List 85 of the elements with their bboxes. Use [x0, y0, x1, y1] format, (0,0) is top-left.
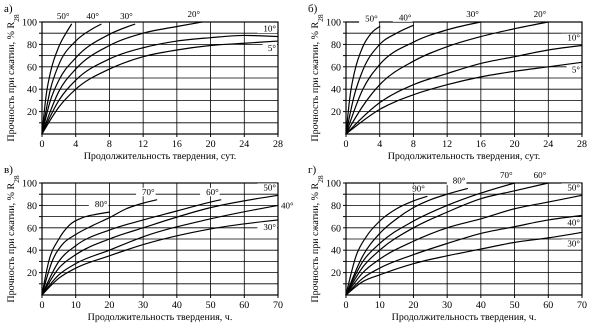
- x-tick-label: 70: [577, 300, 587, 311]
- y-tick-label: 80: [27, 200, 37, 212]
- x-tick-label: 40: [172, 300, 182, 311]
- y-tick-label: 40: [27, 84, 37, 96]
- series-label: 50°: [56, 11, 70, 22]
- x-tick-label: 28: [577, 139, 587, 150]
- y-tick-label: 20: [27, 268, 37, 280]
- x-tick-label: 0: [40, 300, 44, 311]
- y-tick-label: 60: [331, 223, 341, 234]
- x-tick-label: 8: [410, 139, 416, 150]
- series-label: 80°: [452, 176, 466, 186]
- y-tick-label: 40: [27, 246, 37, 257]
- chart-title: в): [4, 164, 14, 176]
- series-label: 30°: [567, 238, 580, 248]
- y-tick-label: 100: [22, 178, 37, 190]
- x-tick-label: 70: [273, 300, 283, 311]
- series-label: 70°: [500, 170, 513, 180]
- x-tick-label: 30: [138, 300, 148, 311]
- series-label: 80°: [94, 199, 108, 210]
- x-axis-title: Продолжительность твердения, ч.: [392, 312, 536, 323]
- y-tick-label: 80: [331, 40, 341, 51]
- y-tick-label: 20: [331, 268, 341, 280]
- x-tick-label: 24: [239, 139, 250, 150]
- x-tick-label: 16: [172, 139, 182, 150]
- y-tick-label: 100: [22, 18, 37, 28]
- x-tick-label: 60: [239, 300, 250, 311]
- chart-title: б): [308, 3, 318, 15]
- x-tick-label: 50: [206, 300, 216, 311]
- x-tick-label: 10: [374, 300, 385, 311]
- y-tick-label: 100: [326, 178, 341, 190]
- x-tick-label: 40: [476, 300, 486, 311]
- series-label: 40°: [567, 217, 580, 228]
- x-tick-label: 30: [442, 300, 452, 311]
- y-tick-label: 100: [326, 18, 341, 28]
- series-label: 30°: [263, 222, 276, 232]
- x-tick-label: 20: [104, 300, 114, 311]
- x-axis-title: Продолжительность твердения, ч.: [88, 312, 232, 323]
- y-tick-label: 60: [331, 62, 341, 74]
- series-label: 30°: [120, 11, 134, 22]
- x-tick-label: 4: [377, 139, 382, 150]
- series-label: 70°: [142, 186, 156, 197]
- x-axis-title: Продолжительность твердения, сут.: [388, 151, 540, 162]
- series-label: 10°: [567, 32, 580, 43]
- series-label: 60°: [534, 170, 547, 180]
- x-tick-label: 12: [138, 139, 148, 150]
- x-tick-label: 24: [543, 139, 554, 150]
- series-label: 50°: [567, 182, 580, 192]
- series-label: 5°: [572, 64, 580, 74]
- x-tick-label: 20: [408, 300, 418, 311]
- series-label: 90°: [412, 183, 426, 194]
- series-label: 40°: [281, 200, 294, 210]
- x-tick-label: 12: [442, 139, 452, 150]
- y-tick-label: 80: [331, 200, 341, 212]
- x-tick-label: 10: [70, 300, 81, 311]
- x-tick-label: 20: [206, 139, 216, 150]
- series-label: 30°: [466, 9, 480, 19]
- y-tick-label: 20: [27, 107, 37, 118]
- chart-title: а): [4, 3, 13, 15]
- series-label: 40°: [86, 11, 100, 22]
- series-label: 20°: [188, 9, 201, 19]
- y-tick-label: 80: [27, 40, 37, 51]
- series-label: 20°: [534, 9, 547, 19]
- chart-title: г): [308, 164, 317, 176]
- series-label: 60°: [206, 186, 220, 197]
- series-label: 50°: [365, 13, 378, 24]
- x-tick-label: 8: [106, 139, 112, 150]
- x-tick-label: 0: [40, 139, 44, 150]
- series-label: 10°: [263, 24, 276, 34]
- series-label: 50°: [263, 182, 276, 192]
- x-axis-title: Продолжительность твердения, сут.: [84, 151, 236, 162]
- y-tick-label: 40: [331, 84, 341, 96]
- x-tick-label: 0: [344, 139, 348, 150]
- x-tick-label: 16: [476, 139, 486, 150]
- series-label: 40°: [398, 12, 412, 22]
- x-tick-label: 20: [510, 139, 520, 150]
- y-tick-label: 60: [27, 62, 37, 74]
- x-tick-label: 50: [510, 300, 520, 311]
- y-tick-label: 20: [331, 107, 341, 118]
- x-tick-label: 4: [73, 139, 78, 150]
- x-tick-label: 0: [344, 300, 348, 311]
- y-tick-label: 60: [27, 223, 37, 234]
- x-tick-label: 60: [543, 300, 554, 311]
- x-tick-label: 28: [273, 139, 283, 150]
- series-label: 5°: [268, 43, 276, 54]
- y-tick-label: 40: [331, 246, 341, 257]
